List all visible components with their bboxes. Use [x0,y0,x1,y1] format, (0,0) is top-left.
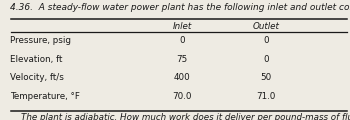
Text: 0: 0 [263,55,269,64]
Text: Pressure, psig: Pressure, psig [10,36,71,45]
Text: 400: 400 [174,73,190,82]
Text: Velocity, ft/s: Velocity, ft/s [10,73,64,82]
Text: 71.0: 71.0 [256,92,276,101]
Text: 0: 0 [179,36,185,45]
Text: 0: 0 [263,36,269,45]
Text: Outlet: Outlet [253,22,279,31]
Text: Elevation, ft: Elevation, ft [10,55,63,64]
Text: Inlet: Inlet [172,22,192,31]
Text: 75: 75 [176,55,188,64]
Text: The plant is adiabatic. How much work does it deliver per pound-mass of fluid
fl: The plant is adiabatic. How much work do… [21,113,350,120]
Text: 50: 50 [260,73,272,82]
Text: Temperature, °F: Temperature, °F [10,92,80,101]
Text: 4.36.  A steady-flow water power plant has the following inlet and outlet condit: 4.36. A steady-flow water power plant ha… [10,3,350,12]
Text: 70.0: 70.0 [172,92,192,101]
